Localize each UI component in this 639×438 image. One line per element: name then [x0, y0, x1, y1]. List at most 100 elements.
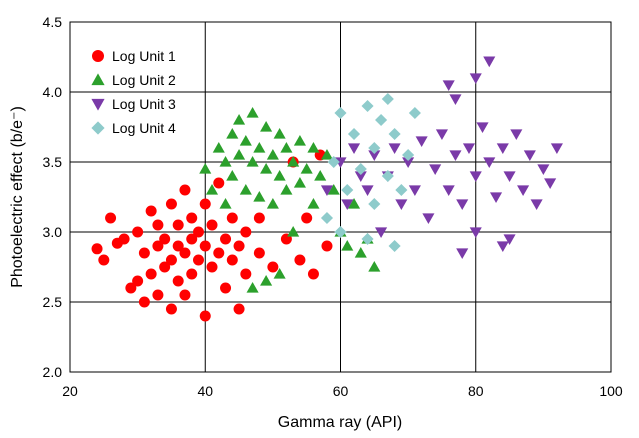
legend-item: Log Unit 4 [91, 120, 176, 136]
data-point [233, 148, 246, 160]
data-point [300, 162, 313, 174]
data-point [233, 303, 245, 315]
data-point [510, 129, 523, 141]
data-point [219, 197, 232, 209]
data-point [395, 199, 408, 211]
data-point [462, 143, 476, 155]
data-point [354, 162, 367, 176]
data-point [172, 240, 184, 252]
data-point [368, 260, 381, 272]
data-point [246, 281, 259, 293]
data-point [199, 240, 211, 252]
data-point [293, 134, 306, 146]
data-point [145, 205, 157, 217]
data-point [213, 247, 225, 259]
data-point [226, 169, 239, 181]
legend-item: Log Unit 1 [92, 48, 176, 64]
data-point [239, 134, 252, 146]
x-axis-ticks: 20 40 60 80 100 [62, 383, 623, 399]
data-point [287, 155, 300, 167]
data-point [361, 185, 374, 197]
data-point [152, 240, 164, 252]
legend-marker [91, 121, 105, 135]
plot-frame [69, 21, 612, 373]
data-point [172, 275, 184, 287]
data-point [159, 233, 171, 245]
data-point [253, 247, 265, 259]
data-point [503, 234, 516, 246]
data-point [199, 162, 212, 174]
data-point [354, 171, 367, 183]
data-point [523, 150, 536, 162]
y-tick-label: 4.5 [43, 14, 63, 30]
data-point [429, 164, 442, 176]
data-point [469, 171, 482, 183]
data-point [469, 73, 482, 85]
data-point [145, 268, 157, 280]
data-point [287, 225, 300, 237]
data-point [347, 197, 361, 209]
data-point [402, 148, 415, 162]
data-point [469, 227, 482, 239]
data-point [293, 176, 306, 188]
data-point [220, 233, 232, 245]
data-points [91, 56, 563, 322]
data-point [368, 197, 381, 211]
legend: Log Unit 1 Log Unit 2 Log Unit 3 Log Unit 4 [91, 48, 176, 136]
legend-marker [91, 98, 105, 111]
data-point [368, 141, 381, 155]
data-point [179, 247, 191, 259]
data-point [320, 211, 334, 225]
legend-label: Log Unit 4 [112, 120, 176, 136]
legend-item: Log Unit 2 [91, 72, 176, 88]
data-point [537, 164, 550, 176]
x-tick-label: 80 [468, 383, 484, 399]
data-point [517, 185, 530, 197]
data-point [361, 99, 374, 113]
data-point [368, 150, 381, 162]
data-point [205, 183, 219, 195]
data-point [266, 197, 279, 209]
data-point [550, 143, 563, 155]
data-point [273, 127, 286, 139]
data-point [415, 136, 428, 148]
data-point [327, 183, 340, 195]
legend-label: Log Unit 3 [112, 96, 176, 112]
data-point [239, 183, 252, 195]
data-point [186, 233, 198, 245]
data-point [381, 92, 394, 106]
y-tick-label: 4.0 [43, 84, 63, 100]
data-point [260, 274, 273, 286]
y-tick-label: 2.5 [43, 294, 63, 310]
data-point [449, 94, 462, 106]
data-point [388, 143, 401, 155]
legend-marker [91, 73, 105, 86]
data-point [253, 212, 265, 224]
x-tick-label: 60 [333, 383, 349, 399]
data-point [321, 240, 333, 252]
legend-label: Log Unit 2 [112, 72, 176, 88]
data-point [456, 248, 469, 260]
data-point [442, 185, 455, 197]
data-point [165, 198, 177, 210]
data-point [219, 155, 232, 167]
data-point [192, 226, 204, 238]
data-point [226, 254, 238, 266]
data-point [476, 122, 489, 134]
data-point [105, 212, 117, 224]
data-point [449, 150, 462, 162]
data-point [496, 143, 509, 155]
data-point [354, 246, 367, 258]
data-point [395, 183, 408, 197]
data-point [118, 233, 130, 245]
y-axis-title: Photoelectric effect (b/e⁻) [9, 106, 26, 288]
data-point [530, 199, 543, 211]
data-point [226, 127, 239, 139]
data-point [307, 141, 320, 153]
data-point [544, 178, 557, 190]
data-point [320, 148, 334, 160]
data-point [213, 177, 225, 189]
data-point [138, 247, 150, 259]
data-point [422, 213, 435, 225]
x-axis-title: Gamma ray (API) [278, 414, 402, 431]
